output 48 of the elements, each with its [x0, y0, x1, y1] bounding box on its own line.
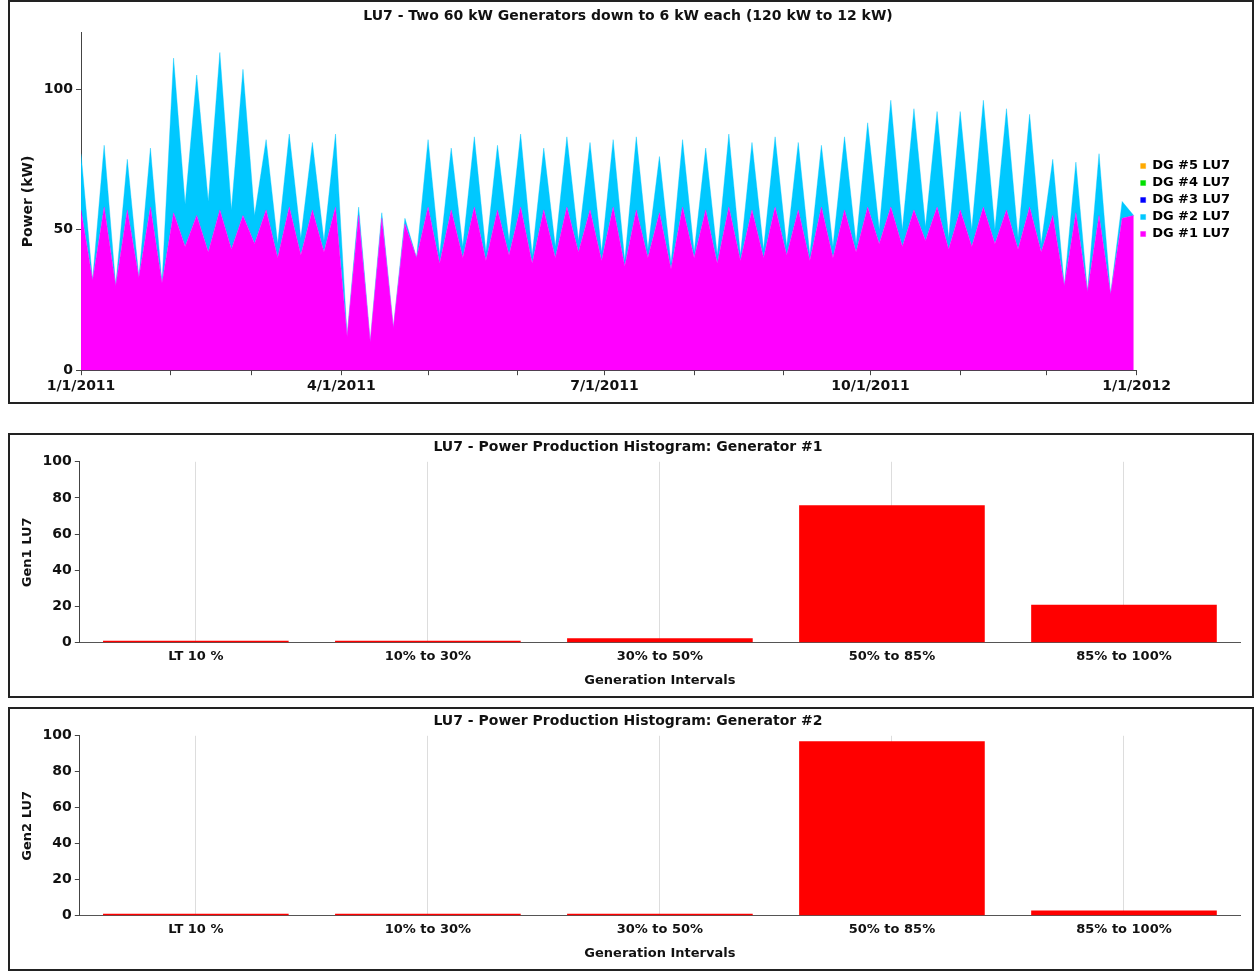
y-tick-label: 100: [43, 79, 74, 96]
x-tick-label: 7/1/2011: [570, 377, 639, 394]
chart-title: LU7 - Power Production Histogram: Generator #1: [433, 438, 823, 455]
x-axis-title: Generation Intervals: [584, 671, 736, 687]
y-tick-label: 0: [63, 360, 74, 377]
bar: [567, 638, 753, 643]
chart-title: LU7 - Power Production Histogram: Generator #2: [433, 712, 823, 729]
x-tick-label: 30% to 50%: [616, 647, 704, 663]
x-axis-title: Generation Intervals: [584, 944, 736, 960]
x-tick-label: 4/1/2011: [306, 377, 376, 394]
y-tick-label: 80: [52, 762, 73, 779]
y-axis-title: Gen2 LU7: [19, 790, 35, 861]
x-tick-label: 30% to 50%: [616, 920, 704, 936]
y-tick-label: 20: [52, 870, 73, 887]
x-tick-label: LT 10 %: [168, 920, 224, 936]
x-tick-label: LT 10 %: [168, 647, 224, 663]
legend-label: DG #1 LU7: [1152, 225, 1230, 241]
legend-label: DG #3 LU7: [1152, 191, 1230, 207]
y-tick-label: 80: [52, 488, 73, 505]
bar: [799, 505, 985, 643]
y-tick-label: 50: [53, 220, 74, 237]
chart-title: LU7 - Two 60 kW Generators down to 6 kW each (120 kW to 12 kW): [363, 7, 893, 24]
y-tick-label: 100: [42, 726, 73, 743]
x-tick-label: 10% to 30%: [384, 920, 472, 936]
y-tick-label: 0: [62, 633, 73, 650]
y-tick-label: 20: [52, 597, 73, 614]
legend-label: DG #5 LU7: [1152, 157, 1230, 173]
x-tick-label: 50% to 85%: [848, 647, 936, 663]
y-tick-label: 60: [52, 524, 73, 541]
x-tick-label: 1/1/2011: [46, 377, 116, 394]
y-tick-label: 0: [62, 906, 73, 923]
y-tick-label: 100: [42, 452, 73, 469]
x-tick-label: 85% to 100%: [1076, 920, 1172, 936]
bar: [1031, 604, 1217, 643]
y-tick-label: 40: [52, 561, 73, 578]
x-tick-label: 10/1/2011: [831, 377, 910, 394]
x-tick-label: 1/1/2012: [1102, 377, 1171, 394]
legend-label: DG #2 LU7: [1152, 208, 1230, 224]
bar: [799, 741, 985, 916]
y-tick-label: 40: [52, 834, 73, 851]
x-tick-label: 85% to 100%: [1076, 647, 1172, 663]
bar: [1031, 910, 1217, 916]
y-axis-title: Gen1 LU7: [19, 517, 35, 588]
y-tick-label: 60: [52, 798, 73, 815]
y-axis-title: Power (kW): [19, 155, 36, 248]
legend-label: DG #4 LU7: [1152, 174, 1230, 190]
x-tick-label: 10% to 30%: [384, 647, 472, 663]
x-tick-label: 50% to 85%: [848, 920, 936, 936]
